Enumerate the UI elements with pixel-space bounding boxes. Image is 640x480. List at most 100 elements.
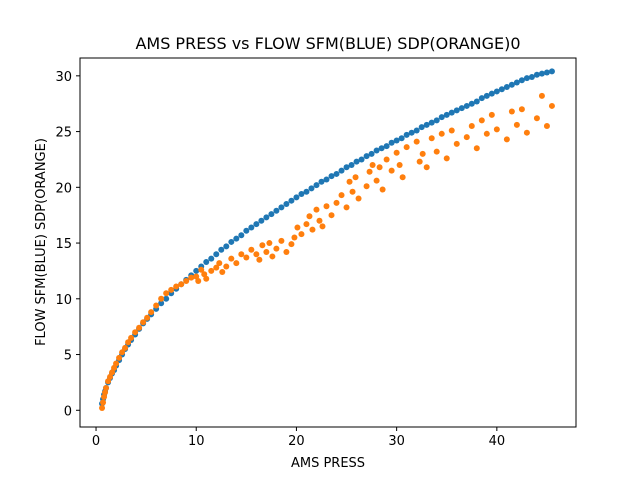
data-point: [423, 121, 430, 128]
axes-frame: [79, 57, 577, 428]
data-point: [228, 255, 235, 262]
data-point: [433, 117, 440, 124]
data-point: [376, 164, 383, 171]
data-point: [132, 329, 139, 336]
x-tick-label: 10: [188, 434, 205, 449]
data-point: [238, 251, 245, 258]
data-point: [468, 100, 475, 107]
data-point: [100, 399, 107, 406]
data-point: [333, 199, 340, 206]
data-point: [99, 405, 106, 412]
data-point: [503, 83, 510, 90]
data-point: [463, 134, 470, 141]
data-point: [248, 246, 255, 253]
data-point: [373, 147, 380, 154]
data-point: [283, 201, 290, 208]
data-point: [388, 139, 395, 146]
data-point: [105, 378, 112, 385]
data-point: [523, 75, 530, 82]
data-point: [413, 138, 420, 145]
y-tick-label: 10: [55, 293, 72, 308]
data-point: [443, 111, 450, 118]
data-point: [463, 102, 470, 109]
data-point: [193, 267, 200, 274]
data-point: [528, 73, 535, 80]
data-point: [503, 136, 510, 143]
data-point: [119, 349, 126, 356]
data-point: [548, 102, 555, 109]
data-point: [453, 140, 460, 147]
data-point: [398, 135, 405, 142]
data-point: [283, 248, 290, 255]
data-point: [448, 127, 455, 134]
data-point: [111, 364, 118, 371]
data-point: [538, 92, 545, 99]
data-point: [294, 224, 301, 231]
data-point: [313, 182, 320, 189]
data-point: [213, 264, 220, 271]
data-point: [168, 286, 175, 293]
data-point: [136, 324, 143, 331]
data-point: [316, 217, 323, 224]
data-point: [396, 162, 403, 169]
data-point: [483, 92, 490, 99]
data-point: [140, 319, 147, 326]
data-point: [203, 275, 210, 282]
data-point: [319, 223, 326, 230]
data-point: [393, 149, 400, 156]
data-point: [419, 150, 426, 157]
data-point: [403, 131, 410, 138]
data-point: [303, 221, 310, 228]
data-point: [228, 238, 235, 245]
data-point: [303, 188, 310, 195]
data-point: [293, 194, 300, 201]
data-point: [213, 251, 220, 258]
data-point: [153, 302, 160, 309]
data-point: [468, 123, 475, 129]
data-point: [348, 162, 355, 169]
series-2: [99, 92, 555, 412]
data-point: [343, 164, 350, 171]
data-point: [238, 232, 245, 239]
data-point: [343, 204, 350, 211]
data-point: [233, 235, 240, 242]
data-point: [363, 183, 370, 190]
data-point: [163, 290, 170, 297]
data-point: [543, 123, 550, 129]
data-point: [338, 167, 345, 174]
data-point: [363, 153, 370, 160]
data-point: [428, 135, 435, 142]
data-point: [233, 260, 240, 267]
plot-area: [79, 57, 577, 428]
series-1: [99, 68, 555, 407]
x-tick-label: 20: [288, 434, 305, 449]
y-tick-label: 25: [55, 126, 72, 141]
x-axis-label: AMS PRESS: [291, 456, 365, 471]
data-point: [318, 178, 325, 185]
data-point: [355, 195, 362, 202]
data-point: [259, 242, 266, 249]
data-point: [458, 105, 465, 112]
chart-title: AMS PRESS vs FLOW SFM(BLUE) SDP(ORANGE)0: [135, 34, 520, 53]
data-point: [493, 126, 500, 133]
data-point: [243, 254, 250, 261]
data-point: [533, 71, 540, 78]
data-point: [198, 266, 205, 273]
data-point: [383, 143, 390, 150]
data-point: [173, 283, 180, 290]
data-point: [288, 241, 295, 248]
data-point: [523, 129, 530, 136]
data-point: [483, 130, 490, 137]
data-point: [428, 119, 435, 126]
data-point: [416, 158, 423, 165]
data-point: [423, 164, 430, 171]
y-tick-label: 20: [55, 181, 72, 196]
data-point: [438, 114, 445, 121]
data-point: [508, 81, 515, 88]
data-point: [116, 354, 123, 361]
data-point: [493, 88, 500, 95]
data-point: [103, 384, 110, 391]
data-point: [478, 95, 485, 102]
axes-background: [80, 58, 576, 427]
data-point: [125, 339, 132, 346]
